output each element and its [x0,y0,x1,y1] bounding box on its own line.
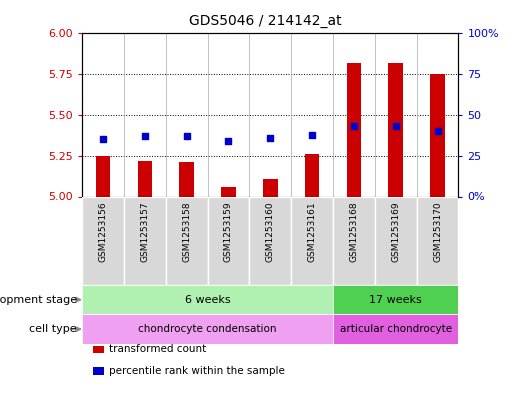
FancyBboxPatch shape [208,196,250,285]
FancyBboxPatch shape [166,196,208,285]
Text: cell type: cell type [29,324,77,334]
Bar [96,156,110,196]
Bar [347,63,361,196]
Text: GSM1253169: GSM1253169 [391,201,400,262]
Bar [82,314,333,344]
Text: GSM1253156: GSM1253156 [99,201,108,262]
Text: chondrocyte condensation: chondrocyte condensation [138,324,277,334]
FancyBboxPatch shape [417,196,458,285]
Point [224,138,233,144]
Bar [179,162,194,196]
Bar [333,314,458,344]
Text: GSM1253159: GSM1253159 [224,201,233,262]
Bar [82,285,333,314]
Point [308,131,316,138]
Bar [221,187,236,196]
FancyBboxPatch shape [82,196,124,285]
Point [266,135,275,141]
Bar [138,161,152,196]
Text: 6 weeks: 6 weeks [185,295,231,305]
Point [140,133,149,139]
Point [392,123,400,130]
Text: GSM1253158: GSM1253158 [182,201,191,262]
Text: GSM1253170: GSM1253170 [433,201,442,262]
Text: percentile rank within the sample: percentile rank within the sample [109,366,285,376]
Point [434,128,442,134]
Bar [263,178,278,196]
Text: GSM1253160: GSM1253160 [266,201,275,262]
Bar [430,74,445,196]
FancyBboxPatch shape [291,196,333,285]
Text: transformed count: transformed count [109,344,206,354]
Text: GSM1253168: GSM1253168 [349,201,358,262]
Bar [388,63,403,196]
FancyBboxPatch shape [124,196,166,285]
Text: GDS5046 / 214142_at: GDS5046 / 214142_at [189,14,341,28]
Text: development stage: development stage [0,295,77,305]
Text: articular chondrocyte: articular chondrocyte [340,324,452,334]
Text: GSM1253157: GSM1253157 [140,201,149,262]
Bar [333,285,458,314]
FancyBboxPatch shape [250,196,291,285]
Bar [305,154,320,196]
FancyBboxPatch shape [333,196,375,285]
FancyBboxPatch shape [375,196,417,285]
Point [350,123,358,130]
Point [182,133,191,139]
Text: GSM1253161: GSM1253161 [307,201,316,262]
Point [99,136,107,143]
Text: 17 weeks: 17 weeks [369,295,422,305]
